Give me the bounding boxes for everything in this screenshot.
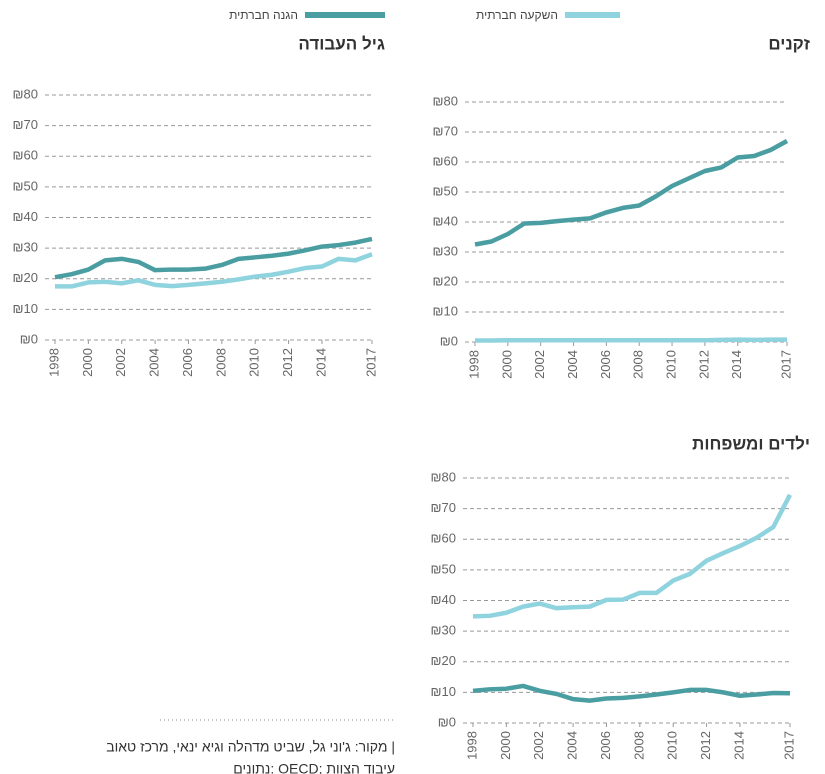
y-tick-label: ₪70 bbox=[433, 123, 459, 138]
y-tick-label: ₪30 bbox=[433, 243, 459, 258]
y-tick-label: ₪50 bbox=[431, 561, 457, 576]
x-tick-label: 2012 bbox=[698, 731, 713, 760]
x-tick-label: 2004 bbox=[565, 731, 580, 760]
x-tick-label: 2017 bbox=[781, 731, 796, 760]
y-tick-label: ₪0 bbox=[440, 333, 458, 348]
y-tick-label: ₪10 bbox=[433, 303, 459, 318]
x-tick-label: 2002 bbox=[532, 350, 547, 379]
series-line bbox=[474, 139, 789, 247]
chart-title: זקנים bbox=[768, 34, 810, 53]
x-tick-label: 2006 bbox=[598, 731, 613, 760]
y-tick-label: ₪60 bbox=[13, 148, 39, 163]
x-tick-label: 2008 bbox=[213, 348, 228, 377]
x-tick-label: 2012 bbox=[696, 350, 711, 379]
x-tick-label: 1998 bbox=[464, 731, 479, 760]
source-line: מקור: ג'וני גל, שביט מדהלה וגיא ינאי, מר… bbox=[106, 739, 395, 755]
x-tick-label: 2006 bbox=[598, 350, 613, 379]
y-tick-label: ₪70 bbox=[13, 117, 39, 132]
y-tick-label: ₪60 bbox=[431, 531, 457, 546]
series-line bbox=[55, 252, 373, 289]
legend-label: השקעה חברתית bbox=[476, 8, 558, 22]
legend-swatch bbox=[305, 12, 385, 18]
x-tick-label: 2008 bbox=[631, 731, 646, 760]
y-tick-label: ₪0 bbox=[438, 714, 456, 729]
series-line bbox=[54, 236, 373, 280]
y-tick-label: ₪10 bbox=[13, 301, 39, 316]
y-tick-label: ₪40 bbox=[431, 592, 457, 607]
y-tick-label: ₪80 bbox=[431, 469, 457, 484]
y-tick-label: ₪50 bbox=[13, 178, 39, 193]
y-tick-label: ₪20 bbox=[431, 653, 457, 668]
x-tick-label: 2000 bbox=[80, 348, 95, 377]
series-line bbox=[475, 337, 787, 343]
x-tick-label: 2002 bbox=[531, 731, 546, 760]
x-tick-label: 2008 bbox=[631, 350, 646, 379]
series-line bbox=[472, 683, 791, 703]
y-tick-label: ₪80 bbox=[433, 93, 459, 108]
y-tick-label: ₪20 bbox=[13, 270, 39, 285]
y-tick-label: ₪70 bbox=[431, 500, 457, 515]
x-tick-label: 2017 bbox=[778, 350, 793, 379]
x-tick-label: 2000 bbox=[499, 350, 514, 379]
x-tick-label: 2000 bbox=[498, 731, 513, 760]
y-tick-label: ₪40 bbox=[433, 213, 459, 228]
y-tick-label: ₪80 bbox=[13, 86, 39, 101]
x-tick-label: 2014 bbox=[731, 731, 746, 760]
series-line bbox=[472, 493, 792, 619]
x-tick-label: 2014 bbox=[729, 350, 744, 379]
x-tick-label: 2017 bbox=[363, 348, 378, 377]
x-tick-label: 2006 bbox=[180, 348, 195, 377]
chart-title: גיל העבודה bbox=[298, 34, 385, 53]
x-tick-label: 1998 bbox=[466, 350, 481, 379]
y-tick-label: ₪30 bbox=[13, 240, 39, 255]
source-line: נתונים: OECD; עיבוד הצוות bbox=[233, 761, 395, 774]
x-tick-label: 2010 bbox=[247, 348, 262, 377]
y-tick-label: ₪40 bbox=[13, 209, 39, 224]
x-tick-label: 2004 bbox=[147, 348, 162, 377]
y-tick-label: ₪30 bbox=[431, 623, 457, 638]
x-tick-label: 1998 bbox=[46, 348, 61, 377]
legend-swatch bbox=[565, 12, 620, 18]
legend-label: הגנה חברתית bbox=[229, 8, 298, 22]
x-tick-label: 2004 bbox=[565, 350, 580, 379]
x-tick-label: 2010 bbox=[665, 731, 680, 760]
x-tick-label: 2010 bbox=[663, 350, 678, 379]
x-tick-label: 2014 bbox=[313, 348, 328, 377]
chart-title: ילדים ומשפחות bbox=[692, 434, 810, 453]
y-tick-label: ₪20 bbox=[433, 273, 459, 288]
y-tick-label: ₪60 bbox=[433, 153, 459, 168]
x-tick-label: 2012 bbox=[280, 348, 295, 377]
y-tick-label: ₪0 bbox=[20, 331, 38, 346]
x-tick-label: 2002 bbox=[113, 348, 128, 377]
y-tick-label: ₪50 bbox=[433, 183, 459, 198]
y-tick-label: ₪10 bbox=[431, 684, 457, 699]
